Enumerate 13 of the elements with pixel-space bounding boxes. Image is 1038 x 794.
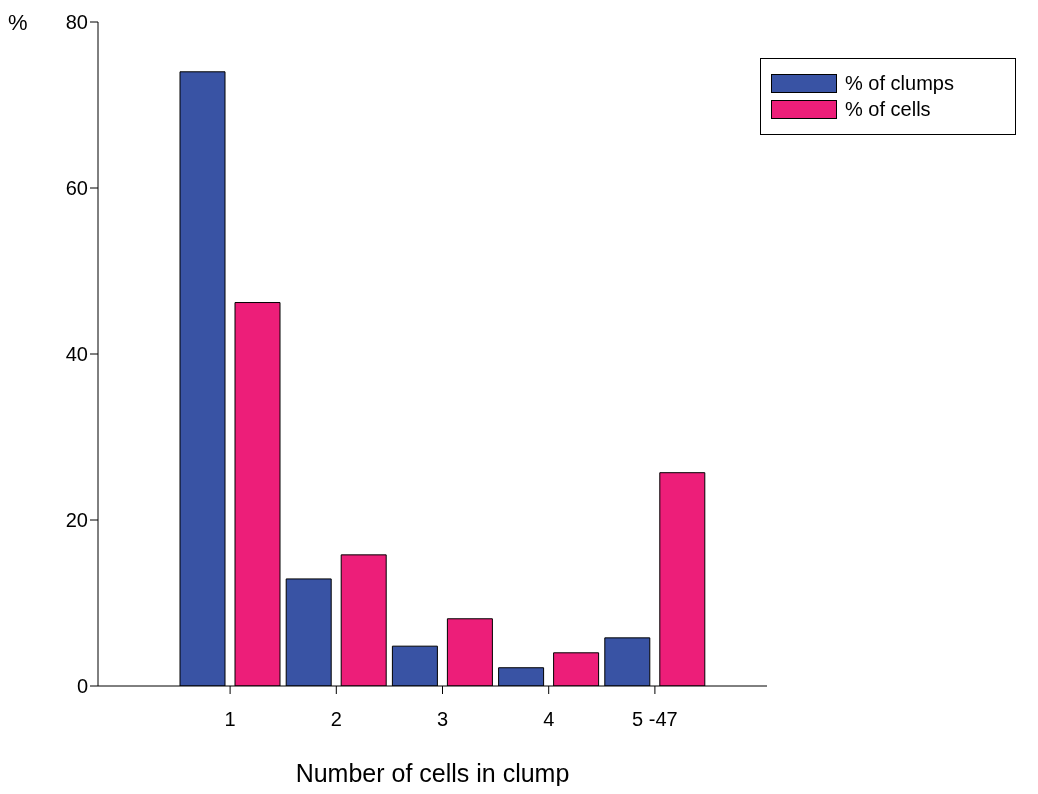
- x-tick-label: 5 -47: [632, 708, 678, 731]
- y-tick-label: 0: [76, 675, 88, 698]
- legend-label: % of cells: [845, 98, 931, 121]
- x-tick-label: 2: [330, 708, 342, 731]
- y-tick-label: 20: [65, 509, 88, 532]
- x-tick-label: 3: [436, 708, 449, 731]
- y-tick-label: 80: [65, 11, 88, 34]
- y-axis-title: %: [8, 10, 28, 36]
- x-tick-label: 4: [543, 708, 555, 731]
- x-tick-label: 1: [224, 708, 236, 731]
- y-tick-label: 60: [65, 177, 88, 200]
- legend-label: % of clumps: [845, 72, 954, 95]
- y-tick-label: 40: [65, 343, 88, 366]
